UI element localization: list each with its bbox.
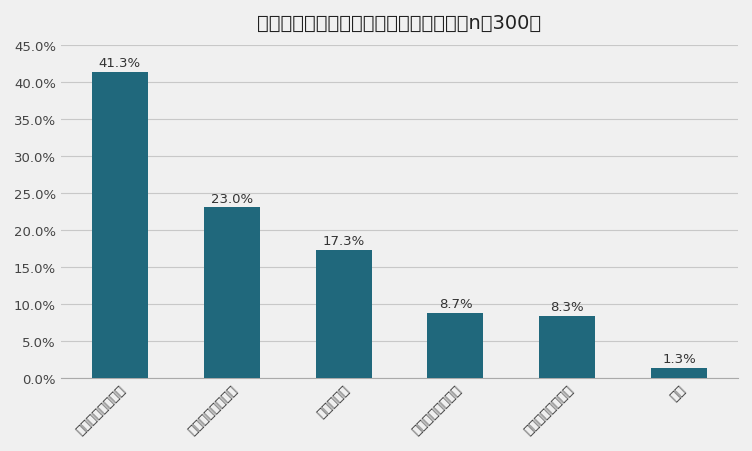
Bar (427, 314, 484, 378)
Text: 41.3%: 41.3% (99, 57, 141, 70)
Text: 17.3%: 17.3% (323, 234, 365, 247)
Bar (651, 368, 708, 378)
Text: 23.0%: 23.0% (211, 192, 253, 205)
Bar (316, 250, 371, 378)
Text: 1.3%: 1.3% (663, 352, 696, 365)
Title: 自宅のトイレの種類はどれですか？　（n＝300）: 自宅のトイレの種類はどれですか？ （n＝300） (257, 14, 541, 33)
Bar (539, 317, 596, 378)
Bar (204, 208, 259, 378)
Bar (92, 73, 147, 378)
Text: 8.7%: 8.7% (438, 298, 472, 311)
Text: 8.3%: 8.3% (550, 301, 584, 314)
